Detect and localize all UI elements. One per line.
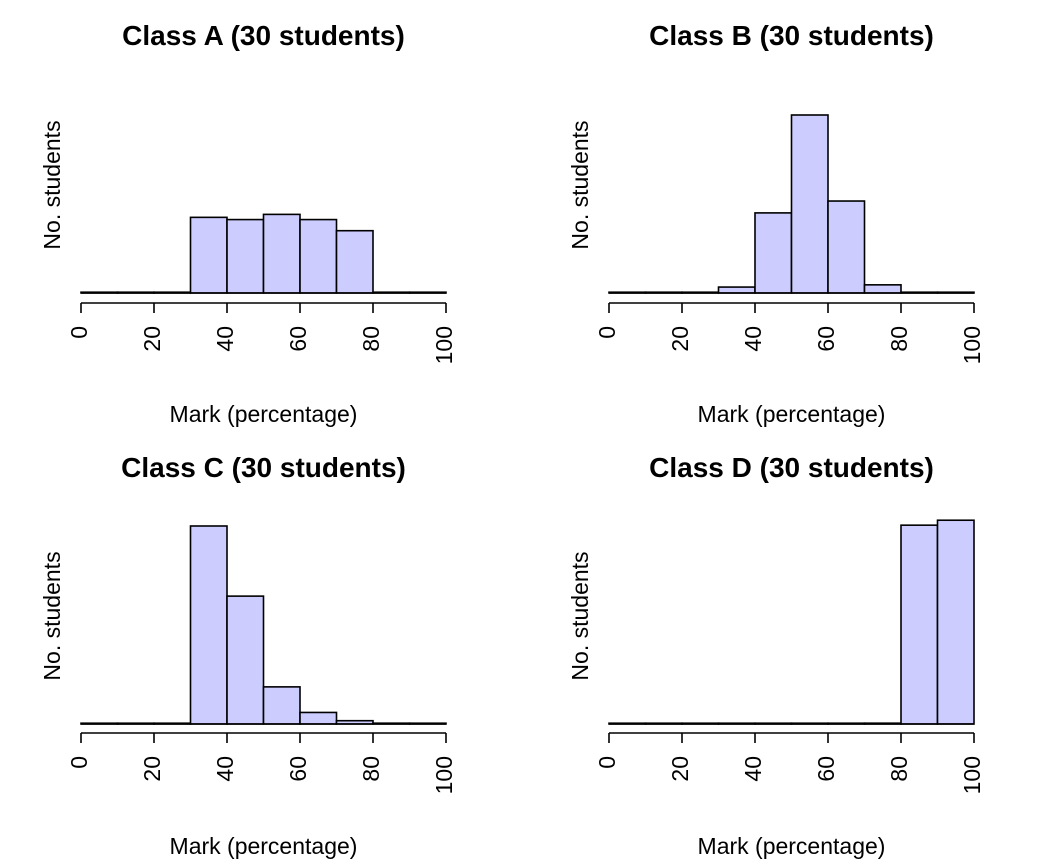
x-tick-label: 40	[740, 756, 766, 782]
histogram-bar	[790, 114, 829, 294]
panel-title: Class C (30 students)	[121, 452, 406, 483]
histogram-bar	[299, 711, 338, 725]
x-tick-label: 40	[740, 326, 766, 352]
x-tick-label: 20	[139, 756, 165, 782]
y-axis-label: No. students	[567, 120, 593, 249]
panel-title: Class D (30 students)	[649, 452, 934, 483]
y-axis-label: No. students	[567, 551, 593, 680]
x-tick-label: 80	[886, 326, 912, 352]
panel-title: Class B (30 students)	[649, 20, 934, 51]
panel-class-d: Class D (30 students) No. students 0 20 40 60…	[567, 452, 985, 859]
x-axis-label: Mark (percentage)	[170, 401, 358, 427]
x-tick-label: 0	[594, 756, 620, 769]
x-tick-label: 60	[813, 326, 839, 352]
histogram-bar	[900, 524, 939, 725]
x-tick-label: 40	[212, 756, 238, 782]
x-tick-label: 40	[212, 326, 238, 352]
x-tick-label: 80	[886, 756, 912, 782]
histogram-bar	[262, 213, 301, 294]
histogram-bar	[335, 229, 374, 294]
histogram-bar	[936, 519, 975, 725]
x-tick-label: 0	[66, 326, 92, 339]
x-tick-label: 60	[285, 326, 311, 352]
panel-class-c: Class C (30 students) No. students 0 20 40 60…	[39, 452, 457, 859]
histogram-bar	[827, 200, 866, 294]
histogram-bar	[754, 212, 793, 294]
panel-class-a: Class A (30 students) No. students 0 20 40 60…	[39, 20, 457, 427]
x-tick-label: 80	[358, 326, 384, 352]
x-tick-label: 100	[431, 756, 457, 794]
histogram-bar	[717, 286, 756, 294]
x-tick-label: 0	[594, 326, 620, 339]
histogram-bar	[226, 595, 265, 725]
x-axis-label: Mark (percentage)	[698, 401, 886, 427]
x-tick-label: 60	[285, 756, 311, 782]
histogram-bar	[262, 686, 301, 725]
panel-class-b: Class B (30 students) No. students 0 20 40 60…	[567, 20, 985, 427]
x-tick-label: 100	[431, 326, 457, 364]
y-axis-label: No. students	[39, 120, 65, 249]
x-tick-label: 100	[959, 756, 985, 794]
x-tick-label: 60	[813, 756, 839, 782]
x-axis-label: Mark (percentage)	[170, 833, 358, 859]
x-tick-label: 20	[139, 326, 165, 352]
x-tick-label: 0	[66, 756, 92, 769]
y-axis-label: No. students	[39, 551, 65, 680]
histogram-bar	[189, 216, 228, 294]
x-tick-label: 20	[667, 756, 693, 782]
x-tick-label: 20	[667, 326, 693, 352]
histogram-bar	[863, 284, 902, 294]
panel-title: Class A (30 students)	[122, 20, 405, 51]
x-tick-label: 100	[959, 326, 985, 364]
x-axis-label: Mark (percentage)	[698, 833, 886, 859]
histogram-bar	[226, 218, 265, 294]
histogram-bar	[299, 218, 338, 294]
x-tick-label: 80	[358, 756, 384, 782]
histogram-bar	[189, 525, 228, 725]
